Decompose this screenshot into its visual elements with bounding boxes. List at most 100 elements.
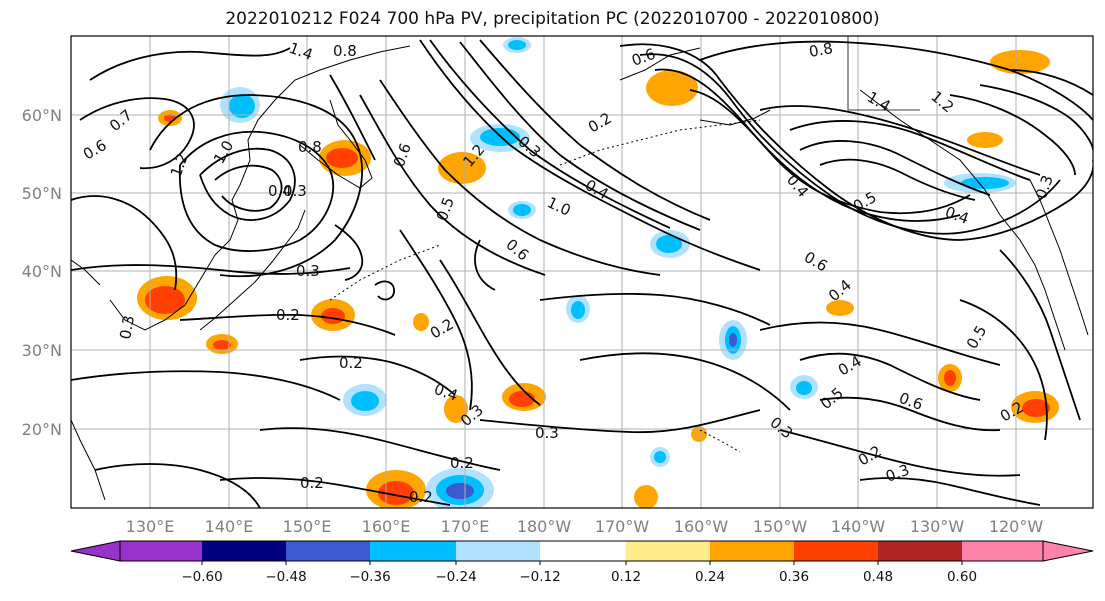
lon-label: 170°W xyxy=(595,517,650,536)
lon-labels: 130°E 140°E 150°E 160°E 170°E 180°W 170°… xyxy=(126,517,1044,536)
contour xyxy=(479,409,761,434)
lon-label: 130°E xyxy=(126,517,175,536)
lat-label: 60°N xyxy=(22,106,62,125)
shade-patch xyxy=(634,485,658,508)
contour-label: 0.8 xyxy=(298,138,322,156)
contour-label: 0.3 xyxy=(283,182,307,200)
colorbar-bin xyxy=(626,541,710,561)
contour xyxy=(79,97,195,170)
lon-label: 120°W xyxy=(989,517,1044,536)
colorbar-outline xyxy=(119,540,1044,562)
lat-labels: 60°N 50°N 40°N 30°N 20°N xyxy=(22,106,62,439)
contour xyxy=(399,229,473,411)
contour xyxy=(579,352,791,411)
contour-label: 0.3 xyxy=(116,314,138,341)
shade-patch xyxy=(444,395,468,423)
contour-label: 0.8 xyxy=(808,39,835,61)
contour xyxy=(259,427,501,471)
colorbar-bin xyxy=(202,541,286,561)
contour-label: 0.2 xyxy=(409,488,433,506)
contour xyxy=(819,158,976,201)
contour xyxy=(374,280,395,301)
colorbar-min-extend xyxy=(70,540,121,562)
contour xyxy=(359,94,546,276)
shade-patch xyxy=(961,177,1009,189)
shade-patch xyxy=(944,370,956,386)
lat-label: 40°N xyxy=(22,262,62,281)
contour xyxy=(699,40,1093,121)
contour xyxy=(334,224,364,281)
contour xyxy=(149,94,363,278)
colorbar-tick-label: 0.48 xyxy=(863,569,893,585)
shade-patch xyxy=(654,451,666,463)
contour xyxy=(759,321,1001,366)
contour xyxy=(429,39,671,229)
contour-label: 0.2 xyxy=(276,306,300,324)
shade-patch xyxy=(691,426,707,442)
lon-label: 140°E xyxy=(205,517,254,536)
colorbar-tick-label: 0.24 xyxy=(695,569,725,585)
contour xyxy=(299,355,456,396)
contour-label: 0.3 xyxy=(296,262,320,280)
contour xyxy=(539,292,771,326)
shade-patch xyxy=(967,132,1003,148)
contour xyxy=(979,84,1093,151)
shade-patch xyxy=(321,308,345,324)
contour xyxy=(789,120,1031,181)
colorbar-bin xyxy=(540,541,626,561)
contour xyxy=(379,79,661,276)
contour xyxy=(71,264,351,275)
pv-contours xyxy=(71,39,1093,508)
contour xyxy=(654,68,961,222)
shade-patch xyxy=(213,340,231,350)
colorbar: −0.60 −0.48 −0.36 −0.24 −0.12 0.12 0.24 0.36 0.4… xyxy=(70,540,1094,585)
colorbar-tick-label: −0.12 xyxy=(519,569,560,585)
contour xyxy=(89,47,291,81)
contour xyxy=(474,239,496,291)
colorbar-bin xyxy=(962,541,1043,561)
shade-blue xyxy=(446,333,737,499)
contour-label: 0.2 xyxy=(339,354,363,372)
shade-patch xyxy=(646,70,698,106)
colorbar-bin xyxy=(710,541,794,561)
contour xyxy=(71,195,178,291)
contour-label: 0.4 xyxy=(268,182,292,200)
contour-label: 0.3 xyxy=(535,424,559,442)
lon-label: 140°W xyxy=(831,517,886,536)
shade-patch xyxy=(729,333,737,347)
contour xyxy=(759,105,1041,176)
contour xyxy=(479,39,711,221)
border xyxy=(847,36,920,111)
shade-patch xyxy=(229,94,255,118)
contour-label: 0.2 xyxy=(300,474,324,492)
shade-patch xyxy=(826,300,854,316)
map-frame xyxy=(70,35,1094,509)
shade-red xyxy=(145,114,1050,505)
contour xyxy=(1009,69,1093,96)
contour-label: 0.8 xyxy=(333,42,357,60)
colorbar-bin xyxy=(286,541,370,561)
lat-label: 20°N xyxy=(22,420,62,439)
shade-patch xyxy=(326,148,358,168)
shade-patch xyxy=(796,381,812,395)
lat-label: 30°N xyxy=(22,341,62,360)
contour xyxy=(779,429,1021,477)
shade-patch xyxy=(351,391,379,411)
contour xyxy=(214,164,283,212)
shade-patch xyxy=(509,391,535,407)
shade-patch xyxy=(378,481,414,505)
contour xyxy=(799,140,991,196)
colorbar-tick-label: −0.60 xyxy=(181,569,222,585)
contour xyxy=(459,41,701,231)
lon-label: 180°W xyxy=(517,517,572,536)
contour xyxy=(219,477,451,506)
contour xyxy=(419,39,761,271)
shade-patch xyxy=(145,286,185,314)
lon-label: 150°W xyxy=(753,517,808,536)
shade-patch xyxy=(508,40,526,50)
colorbar-tick-label: 0.60 xyxy=(947,569,977,585)
lat-label: 50°N xyxy=(22,184,62,203)
colorbar-tick-label: 0.12 xyxy=(611,569,641,585)
colorbar-tick-label: −0.24 xyxy=(435,569,476,585)
